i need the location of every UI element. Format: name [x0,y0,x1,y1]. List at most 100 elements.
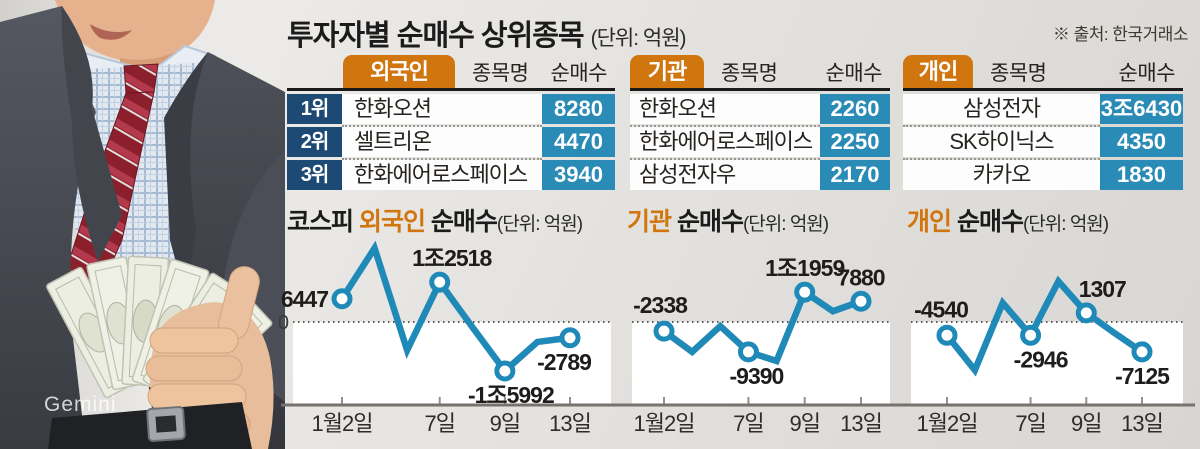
axis-tick-label: 9일 [490,411,520,436]
netbuy-value: 1830 [1100,160,1183,190]
data-point-label: 7880 [837,264,884,290]
table-header-foreign: 외국인 종목명 순매수 [287,55,615,88]
gemini-watermark: Gemini [44,393,117,416]
axis-tick-label: 9일 [789,411,819,436]
rank-badge: 3위 [287,160,342,190]
column-header-stock: 종목명 [990,61,1047,85]
stock-name: 카카오 [903,160,1100,190]
page-title-text: 투자자별 순매수 상위종목 [287,20,585,52]
data-point-label: -7125 [1115,363,1170,389]
data-point-marker [559,327,581,349]
table-top-rule [630,88,890,91]
data-point-marker [1075,302,1097,324]
data-point-label: 1조1959 [765,255,844,281]
data-point-marker [850,290,872,312]
chart-plot: 1월2일 7일 9일 13일 6447 1조2518 -1조5992 -2789 0 [278,240,623,436]
chart-title-unit: (단위: 억원) [1022,214,1109,235]
stock-name: 삼성전자우 [630,160,820,190]
axis-tick-label: 9일 [1071,411,1101,436]
chart-title-unit: (단위: 억원) [742,214,829,235]
page-title: 투자자별 순매수 상위종목 (단위: 억원) [287,12,687,54]
table-group-institution: 기관 종목명 순매수 한화오션 2260 한화에어로스페이스 2250 삼성전자… [630,55,890,190]
axis-tick-label: 1월2일 [634,411,695,436]
stock-name: SK하이닉스 [903,127,1100,160]
column-header-netbuy: 순매수 [825,61,883,85]
axis-tick-label: 7일 [1015,411,1045,436]
series-line [943,275,1146,377]
data-point-label: -4540 [914,296,968,322]
netbuy-value: 2170 [820,160,890,190]
chart-title-unit: (단위: 억원) [496,214,583,235]
plot-negative-area [293,322,611,405]
axis-tick-label: 13일 [840,411,882,436]
rank-badge: 1위 [287,94,342,124]
axis-tick-label: 13일 [1121,411,1163,436]
table-top-rule [287,88,615,91]
column-header-netbuy: 순매수 [550,61,608,85]
data-point-marker [653,320,675,342]
table-row: 카카오 1830 [903,160,1183,190]
data-point-label: -9390 [730,363,784,389]
netbuy-value: 3940 [542,160,615,190]
netbuy-value: 2250 [820,127,890,157]
table-row: 2위 셀트리온 4470 [287,127,615,160]
axis-tick-label: 13일 [549,411,591,436]
netbuy-value: 3조6430 [1100,94,1183,124]
table-row: 1위 한화오션 8280 [287,94,615,127]
chart-title-highlight: 기관 [627,208,672,236]
page-title-unit: (단위: 억원) [590,27,687,50]
table-row: 한화오션 2260 [630,94,890,127]
table-row: 한화에어로스페이스 2250 [630,127,890,160]
data-point-label: 1조2518 [412,245,492,271]
chart-title-suffix: 순매수 [671,208,744,236]
investor-tab-foreign: 외국인 [343,55,455,88]
data-point-label: -2789 [537,349,591,375]
data-point-label: 6447 [281,286,328,312]
data-point-marker [1020,324,1042,346]
line-chart-individual: 1월2일 7일 9일 13일 -4540 -2946 1307 -7125 [897,240,1197,449]
table-header-individual: 개인 종목명 순매수 [903,55,1183,88]
stock-name: 한화오션 [342,94,542,127]
column-header-netbuy: 순매수 [1118,61,1176,85]
table-header-institution: 기관 종목명 순매수 [630,55,890,88]
investor-tab-individual: 개인 [903,55,973,88]
stock-name: 셀트리온 [342,127,542,160]
axis-tick-label: 1월2일 [312,411,373,436]
column-header-stock: 종목명 [721,61,778,85]
stock-name: 한화에어로스페이스 [630,127,820,160]
netbuy-value: 2260 [820,94,890,124]
chart-title-highlight: 개인 [907,208,952,236]
line-chart-kospi-foreign: 1월2일 7일 9일 13일 6447 1조2518 -1조5992 -2789 0 [278,240,625,449]
chart-title-suffix: 순매수 [951,208,1024,236]
data-point-marker [936,324,958,346]
data-point-marker [794,281,816,303]
chart-title-institution: 기관 순매수(단위: 억원) [627,202,829,238]
series-line [660,287,865,366]
data-point-marker [494,360,516,382]
data-point-marker [429,271,451,293]
axis-tick-label: 7일 [733,411,763,436]
table-row: 3위 한화에어로스페이스 3940 [287,160,615,190]
netbuy-value: 8280 [542,94,615,124]
data-point-marker [737,341,759,363]
table-row: 삼성전자우 2170 [630,160,890,190]
table-group-foreign: 외국인 종목명 순매수 1위 한화오션 8280 2위 셀트리온 4470 3위… [287,55,615,190]
table-group-individual: 개인 종목명 순매수 삼성전자 3조6430 SK하이닉스 4350 카카오 1… [903,55,1183,190]
netbuy-value: 4470 [542,127,615,157]
data-point-label: 1307 [1079,276,1126,302]
chart-title-individual: 개인 순매수(단위: 억원) [907,202,1109,238]
chart-plot: 1월2일 7일 9일 13일 -4540 -2946 1307 -7125 [899,275,1195,436]
axis-tick-label: 1월2일 [917,411,978,436]
table-row: SK하이닉스 4350 [903,127,1183,160]
chart-title-kospi-foreign: 코스피 외국인 순매수(단위: 억원) [287,202,583,238]
stock-name: 한화에어로스페이스 [342,160,542,190]
businessman-money-photo [0,0,285,449]
table-top-rule [903,88,1183,91]
column-header-stock: 종목명 [472,61,529,85]
data-point-label: -2338 [633,292,688,318]
investor-tab-institution: 기관 [630,55,704,88]
table-row: 삼성전자 3조6430 [903,94,1183,127]
chart-title-suffix: 순매수 [424,208,498,236]
